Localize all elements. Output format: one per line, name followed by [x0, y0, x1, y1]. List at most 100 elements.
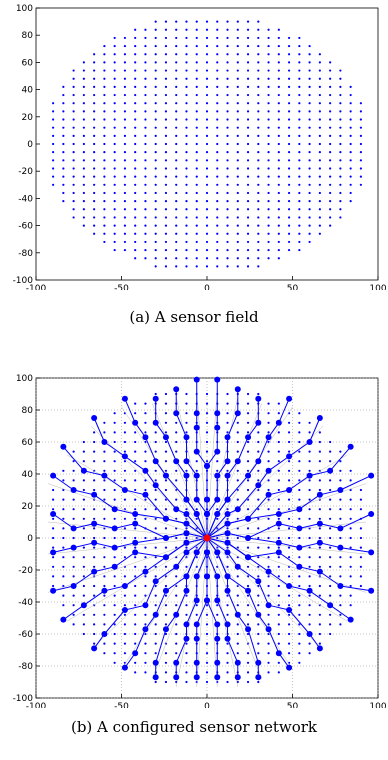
sensor-point — [154, 469, 157, 472]
sensor-point — [72, 613, 75, 616]
sensor-point — [287, 134, 291, 137]
sensor-point — [246, 216, 250, 219]
sensor-point — [144, 126, 147, 129]
sensor-point — [318, 224, 321, 227]
sensor-point — [154, 93, 157, 97]
sensor-point — [185, 93, 188, 97]
sensor-point — [226, 93, 229, 97]
sensor-point — [277, 28, 280, 31]
sensor-point — [318, 93, 321, 97]
sensor-point — [185, 28, 188, 31]
sensor-point — [123, 421, 127, 424]
sensor-point — [103, 594, 106, 597]
sensor-point — [216, 508, 219, 511]
sensor-point — [318, 167, 321, 170]
sensor-point — [339, 69, 342, 72]
sensor-point — [246, 594, 250, 597]
relay-node — [234, 674, 241, 681]
relay-node — [316, 568, 323, 575]
sensor-point — [82, 556, 85, 559]
sensor-point — [62, 527, 65, 530]
sensor-point — [123, 110, 127, 113]
relay-node — [296, 563, 303, 570]
sensor-point — [113, 440, 116, 444]
sensor-point — [154, 257, 157, 260]
range-line — [206, 537, 324, 651]
sensor-point — [236, 142, 239, 146]
sensor-point — [175, 216, 178, 219]
sensor-point — [308, 142, 311, 146]
sensor-point — [257, 450, 260, 453]
sensor-point — [246, 183, 250, 186]
sensor-point — [216, 167, 219, 170]
sensor-point — [164, 248, 168, 252]
sensor-point — [308, 488, 311, 492]
sensor-point — [246, 175, 250, 178]
sensor-point — [298, 517, 301, 520]
route-link — [186, 537, 208, 553]
sensor-point — [318, 102, 321, 105]
sensor-point — [318, 594, 321, 597]
route-link — [83, 470, 105, 477]
relay-node — [111, 525, 118, 532]
sensor-point — [318, 450, 321, 453]
sensor-point — [349, 93, 352, 97]
sensor-point — [134, 527, 137, 530]
sensor-point — [195, 69, 198, 72]
sensor-point — [339, 556, 342, 559]
relay-node — [224, 434, 231, 441]
sensor-point — [93, 431, 96, 434]
sensor-point — [175, 85, 178, 88]
sensor-point — [154, 151, 157, 154]
sensor-point — [257, 575, 260, 578]
sensor-point — [123, 167, 127, 170]
sensor-point — [185, 508, 188, 511]
route-link — [268, 571, 290, 587]
sensor-point — [93, 200, 96, 203]
sensor-point — [257, 392, 260, 396]
sensor-point — [134, 508, 137, 511]
sensor-point — [52, 508, 55, 511]
sensor-point — [113, 77, 116, 80]
relay-node — [60, 616, 67, 623]
sensor-point — [216, 216, 219, 219]
sensor-point — [164, 412, 168, 415]
sensor-point — [339, 623, 342, 626]
route-link — [52, 585, 74, 592]
sensor-point — [62, 159, 65, 162]
sensor-point — [226, 208, 229, 211]
sensor-point — [195, 460, 198, 463]
sensor-point — [205, 257, 209, 260]
relay-node — [173, 410, 180, 417]
sensor-point — [52, 126, 55, 129]
sensor-point — [277, 594, 280, 597]
sensor-point — [236, 200, 239, 203]
sensor-point — [298, 142, 301, 146]
sensor-point — [185, 240, 188, 244]
sensor-point — [103, 652, 106, 655]
sensor-point — [267, 421, 270, 424]
sensor-point — [154, 61, 157, 64]
sensor-point — [123, 77, 127, 80]
sensor-point — [257, 167, 260, 170]
sensor-point — [226, 126, 229, 129]
sensor-point — [329, 450, 332, 453]
sensor-point — [93, 584, 96, 588]
sensor-point — [318, 584, 321, 588]
sensor-point — [298, 431, 301, 434]
sensor-point — [318, 85, 321, 88]
sensor-point — [257, 469, 260, 472]
sensor-point — [205, 402, 209, 405]
sensor-point — [205, 680, 209, 684]
sensor-point — [257, 93, 260, 97]
sensor-point — [257, 536, 260, 540]
sensor-point — [185, 216, 188, 219]
sensor-point — [164, 584, 168, 588]
sensor-point — [195, 159, 198, 162]
sensor-point — [257, 652, 260, 655]
sensor-point — [93, 224, 96, 227]
sensor-point — [318, 623, 321, 626]
sensor-point — [134, 556, 137, 559]
sensor-point — [134, 77, 137, 80]
sensor-point — [195, 44, 198, 48]
